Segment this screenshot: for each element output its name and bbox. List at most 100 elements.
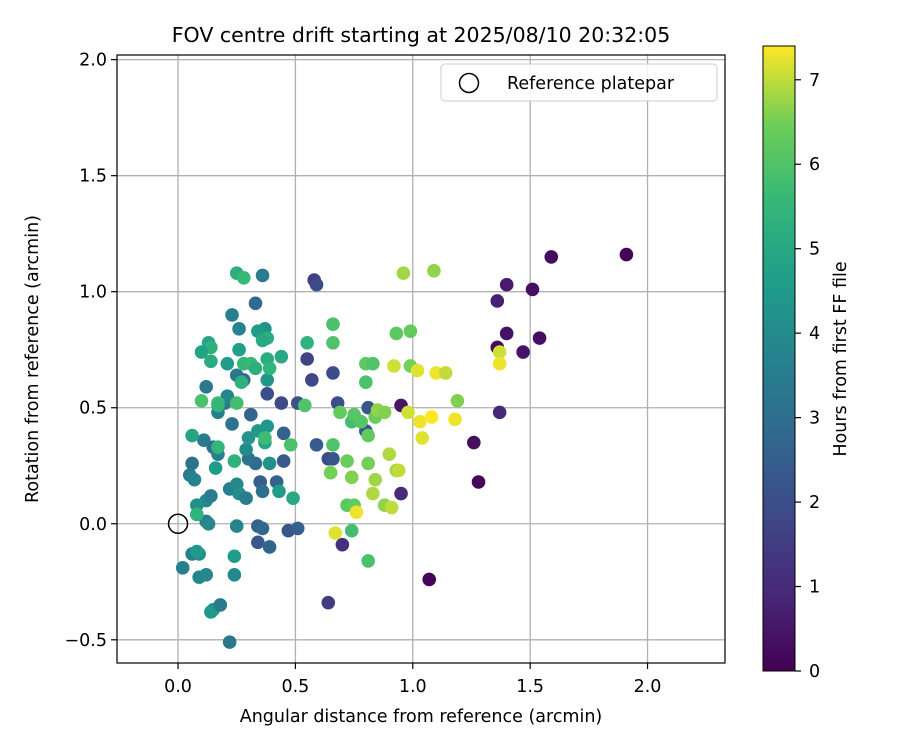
reference-marker (167, 513, 189, 535)
y-axis-ticks: −0.5 0.0 0.5 1.0 1.5 2.0 (65, 51, 117, 651)
data-point (326, 317, 340, 331)
data-point (396, 266, 411, 280)
data-point (429, 366, 444, 380)
colorbar-tick-label: 4 (809, 324, 820, 344)
data-point (309, 438, 324, 452)
data-point (499, 277, 514, 292)
data-point (248, 361, 263, 376)
data-point (274, 396, 289, 410)
data-point (448, 412, 462, 427)
legend-reference-marker (458, 72, 480, 94)
data-point (283, 438, 298, 452)
x-axis-label: Angular distance from reference (arcmin) (240, 707, 603, 727)
data-point (199, 380, 214, 394)
chart-title: FOV centre drift starting at 2025/08/10 … (172, 23, 671, 47)
data-point (255, 484, 270, 499)
data-point (234, 375, 249, 390)
data-point (422, 572, 437, 587)
colorbar-tick-label: 5 (809, 240, 820, 260)
data-point (211, 440, 225, 454)
legend: Reference platepar (440, 63, 718, 102)
data-point (384, 500, 399, 515)
data-point (366, 356, 380, 371)
data-point (344, 470, 359, 485)
data-point (236, 270, 251, 285)
data-point (194, 345, 209, 359)
data-point (227, 568, 242, 582)
data-point (262, 540, 277, 554)
data-point (185, 428, 199, 443)
colorbar-tick-label: 2 (809, 493, 820, 513)
grid-lines (117, 55, 725, 663)
data-point (403, 324, 418, 338)
data-point (532, 331, 547, 345)
data-point (389, 326, 404, 341)
data-point (262, 361, 277, 376)
data-point (199, 568, 214, 582)
data-point (300, 335, 314, 350)
colorbar-tick-label: 0 (809, 662, 820, 682)
x-tick-label: 0.5 (281, 677, 309, 697)
data-point (492, 356, 507, 371)
data-point (309, 277, 324, 292)
data-point (190, 507, 204, 522)
data-point (410, 363, 425, 378)
data-point (361, 554, 375, 568)
x-tick-label: 0.0 (164, 677, 192, 697)
data-point (276, 426, 291, 441)
colorbar-tick-label: 7 (809, 71, 820, 91)
y-tick-label: 0.5 (79, 399, 107, 419)
data-point (326, 438, 340, 452)
data-point (190, 544, 204, 559)
data-point (492, 345, 507, 359)
data-point (305, 373, 319, 387)
data-point (272, 484, 286, 499)
colorbar-tick-label: 1 (809, 578, 820, 598)
data-point (290, 521, 305, 536)
data-point (525, 282, 540, 297)
data-point (413, 414, 427, 429)
data-point (368, 472, 383, 487)
data-point (197, 433, 211, 448)
data-point (377, 405, 392, 420)
data-point (366, 486, 380, 501)
data-point (260, 373, 275, 387)
data-point (328, 526, 343, 540)
data-point (241, 431, 256, 445)
data-point (401, 405, 415, 420)
data-point (255, 521, 270, 536)
data-point (471, 475, 486, 489)
data-point (321, 595, 336, 610)
data-point (260, 419, 275, 434)
data-point (175, 561, 190, 575)
data-point (211, 398, 225, 413)
data-point (222, 635, 237, 649)
data-point (248, 296, 263, 311)
data-point (201, 516, 216, 531)
data-point (262, 456, 277, 471)
data-point (354, 414, 368, 429)
data-point (326, 451, 340, 466)
data-point (544, 250, 559, 264)
data-point (516, 345, 530, 359)
data-point (255, 268, 270, 283)
data-point (232, 342, 246, 357)
data-point (359, 375, 373, 390)
data-point (258, 431, 272, 445)
data-point (239, 491, 253, 506)
data-point (227, 549, 242, 564)
data-points (175, 247, 634, 649)
data-point (244, 407, 258, 422)
data-point (349, 505, 364, 519)
data-point (340, 454, 354, 468)
colorbar-tick-label: 6 (809, 155, 820, 175)
x-tick-label: 2.0 (634, 677, 662, 697)
data-point (490, 294, 505, 308)
x-tick-label: 1.0 (399, 677, 427, 697)
data-point (499, 326, 514, 341)
data-point (220, 389, 235, 403)
data-point (187, 472, 202, 487)
data-point (619, 247, 634, 262)
data-point (229, 396, 244, 410)
